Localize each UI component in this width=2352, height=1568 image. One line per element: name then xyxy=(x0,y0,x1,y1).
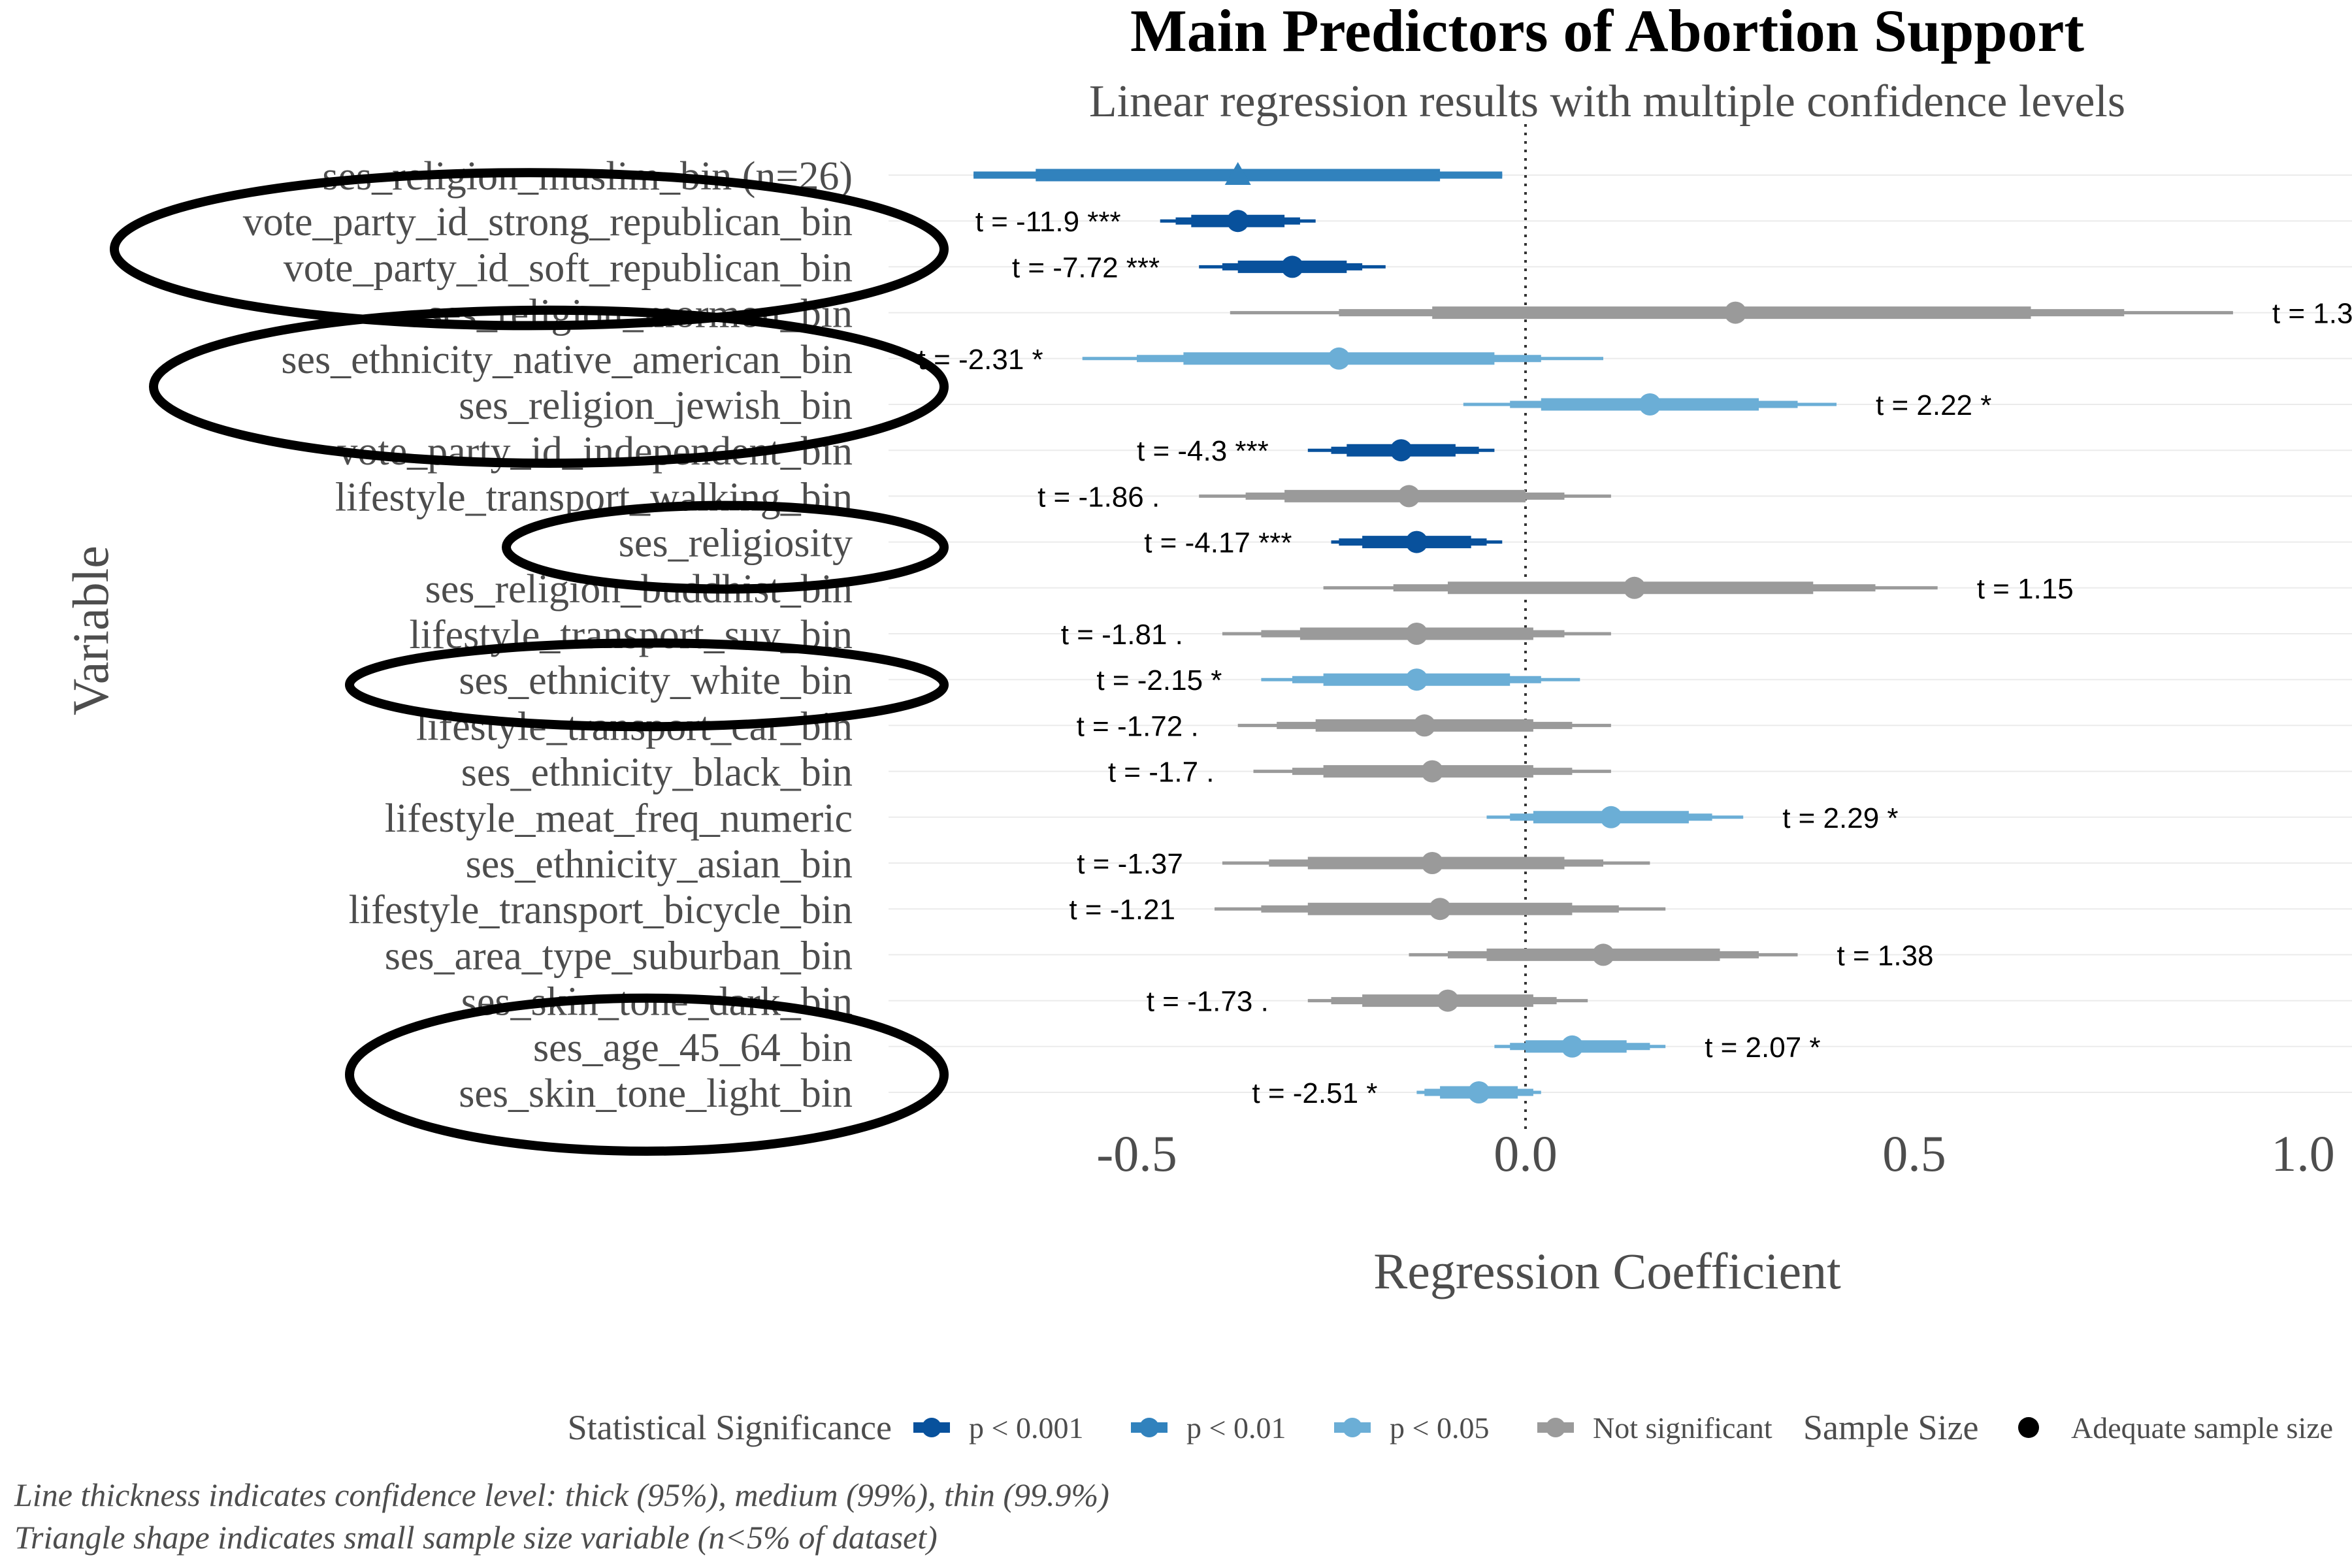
estimate-point xyxy=(1226,210,1249,233)
t-stat-label: t = -2.51 * xyxy=(1252,1077,1377,1109)
note-line-2: Triangle shape indicates small sample si… xyxy=(14,1519,938,1556)
t-stat-label: t = -1.7 . xyxy=(1108,757,1215,789)
y-tick-label: ses_area_type_suburban_bin xyxy=(385,934,853,978)
y-tick-label: ses_age_45_64_bin xyxy=(533,1026,853,1070)
x-tick-label: 1.0 xyxy=(2271,1125,2335,1182)
t-stat-label: t = -1.21 xyxy=(1069,894,1175,926)
t-stat-label: t = -4.3 *** xyxy=(1137,435,1269,467)
t-stat-label: t = 1.15 xyxy=(1977,573,2074,605)
t-stat-label: t = -1.86 . xyxy=(1037,481,1160,513)
highlight-ellipse xyxy=(149,305,949,468)
y-tick-label: ses_ethnicity_native_american_bin xyxy=(281,338,853,382)
y-tick-label: ses_ethnicity_black_bin xyxy=(461,751,853,795)
t-stat-label: t = 1.3 xyxy=(2272,298,2352,330)
y-tick-label: vote_party_id_soft_republican_bin xyxy=(284,246,853,290)
y-tick-label: lifestyle_transport_bicycle_bin xyxy=(349,888,853,932)
t-stat-label: t = 2.07 * xyxy=(1705,1032,1820,1064)
t-stat-label: t = -1.72 . xyxy=(1077,710,1199,742)
estimate-point xyxy=(1467,1081,1490,1103)
estimate-point xyxy=(1405,623,1428,645)
legend-key-point xyxy=(1139,1418,1159,1437)
estimate-point xyxy=(1413,714,1436,737)
estimate-point xyxy=(1437,989,1459,1012)
legend-sample-label: Adequate sample size xyxy=(2071,1411,2333,1445)
note-line-1: Line thickness indicates confidence leve… xyxy=(14,1477,1109,1513)
highlight-ellipse xyxy=(345,993,949,1156)
y-axis-label: Variable xyxy=(62,546,119,715)
legend: Statistical Significance p < 0.001 p < 0.0… xyxy=(568,1408,2333,1447)
legend-significance-title: Statistical Significance xyxy=(568,1408,892,1447)
estimate-point xyxy=(1639,393,1661,416)
t-stat-label: t = 2.29 * xyxy=(1782,802,1898,834)
highlight-ellipse xyxy=(345,638,949,732)
legend-item-label: p < 0.001 xyxy=(969,1411,1083,1445)
estimate-point xyxy=(1390,439,1413,462)
y-tick-label: ses_religiosity xyxy=(619,521,853,566)
x-axis-label: Regression Coefficient xyxy=(1373,1243,1841,1299)
t-stat-label: t = -11.9 *** xyxy=(975,206,1121,238)
legend-sample-point xyxy=(2018,1417,2039,1438)
y-tick-label: vote_party_id_strong_republican_bin xyxy=(243,200,853,244)
y-tick-label: ses_ethnicity_white_bin xyxy=(459,659,853,703)
legend-item-label: Not significant xyxy=(1593,1411,1772,1445)
estimate-point xyxy=(1429,898,1452,921)
estimate-triangle xyxy=(1224,162,1251,185)
legend-key-point xyxy=(1546,1418,1565,1437)
estimate-point xyxy=(1421,852,1444,874)
y-tick-label: ses_ethnicity_asian_bin xyxy=(466,842,853,887)
t-stat-label: t = 2.22 * xyxy=(1876,389,1991,421)
t-stat-label: t = -7.72 *** xyxy=(1012,252,1160,284)
estimate-point xyxy=(1561,1035,1584,1058)
y-tick-label: ses_skin_tone_light_bin xyxy=(459,1071,853,1116)
t-stat-label: t = 1.38 xyxy=(1837,939,1934,972)
estimate-point xyxy=(1724,301,1747,324)
t-stat-label: t = -2.15 * xyxy=(1096,664,1222,696)
estimate-point xyxy=(1405,668,1428,691)
legend-item-label: p < 0.01 xyxy=(1186,1411,1286,1445)
marks-layer xyxy=(973,162,2233,1103)
legend-sample-title: Sample Size xyxy=(1803,1408,1978,1447)
x-tick-label: 0.0 xyxy=(1494,1125,1558,1182)
highlight-ellipse xyxy=(110,168,949,331)
t-stat-label: t = -4.17 *** xyxy=(1144,527,1292,559)
t-stat-label: t = -1.81 . xyxy=(1061,619,1183,651)
estimate-point xyxy=(1623,576,1646,599)
chart-subtitle: Linear regression results with multiple … xyxy=(1089,76,2125,127)
t-stat-label: t = -1.37 xyxy=(1077,848,1183,880)
legend-item-label: p < 0.05 xyxy=(1390,1411,1489,1445)
highlight-ellipse xyxy=(502,500,949,594)
t-stat-label: t = -1.73 . xyxy=(1147,986,1269,1018)
estimate-point xyxy=(1405,531,1428,553)
estimate-point xyxy=(1328,347,1350,370)
highlight-ellipse-layer xyxy=(110,168,949,1156)
y-tick-label: lifestyle_meat_freq_numeric xyxy=(385,796,853,841)
estimate-point xyxy=(1397,485,1420,508)
text-layer: Main Predictors of Abortion Support Line… xyxy=(14,0,2125,1556)
x-tick-label: -0.5 xyxy=(1096,1125,1177,1182)
estimate-point xyxy=(1599,806,1622,828)
estimate-point xyxy=(1592,943,1614,966)
legend-key-point xyxy=(1343,1418,1362,1437)
chart-title: Main Predictors of Abortion Support xyxy=(1130,0,2084,64)
y-tick-label: ses_religion_jewish_bin xyxy=(459,384,853,428)
estimate-point xyxy=(1421,760,1444,783)
legend-key-point xyxy=(922,1418,941,1437)
estimate-point xyxy=(1281,255,1303,278)
x-tick-label: 0.5 xyxy=(1882,1125,1946,1182)
